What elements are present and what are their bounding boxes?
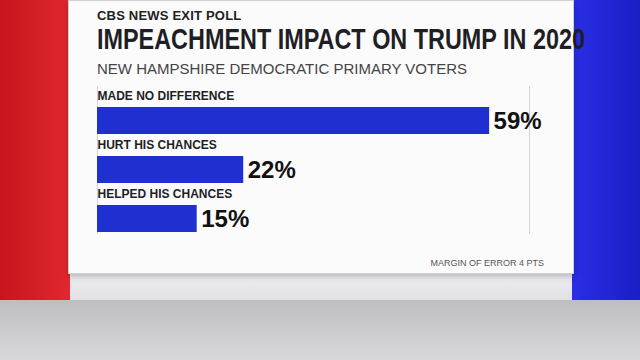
svg-text:MADE NO DIFFERENCE: MADE NO DIFFERENCE	[98, 89, 235, 103]
svg-text:22%: 22%	[248, 156, 296, 183]
html-text:IMPEACHMENT IMPACT ON TRUMP IN: IMPEACHMENT IMPACT ON TRUMP IN 2020	[97, 22, 585, 55]
svg-text:HELPED HIS CHANCES: HELPED HIS CHANCES	[98, 187, 233, 201]
html-text:NEW HAMPSHIRE DEMOCRATIC PRIMA: NEW HAMPSHIRE DEMOCRATIC PRIMARY VOTERS	[97, 60, 467, 77]
html-text:MARGIN OF ERROR 4 PTS: MARGIN OF ERROR 4 PTS	[430, 258, 544, 268]
html-text:CBS NEWS EXIT POLL: CBS NEWS EXIT POLL	[97, 8, 242, 23]
svg-text:HURT HIS CHANCES: HURT HIS CHANCES	[98, 138, 217, 152]
svg-text:59%: 59%	[494, 107, 542, 134]
svg-text:15%: 15%	[201, 205, 249, 232]
